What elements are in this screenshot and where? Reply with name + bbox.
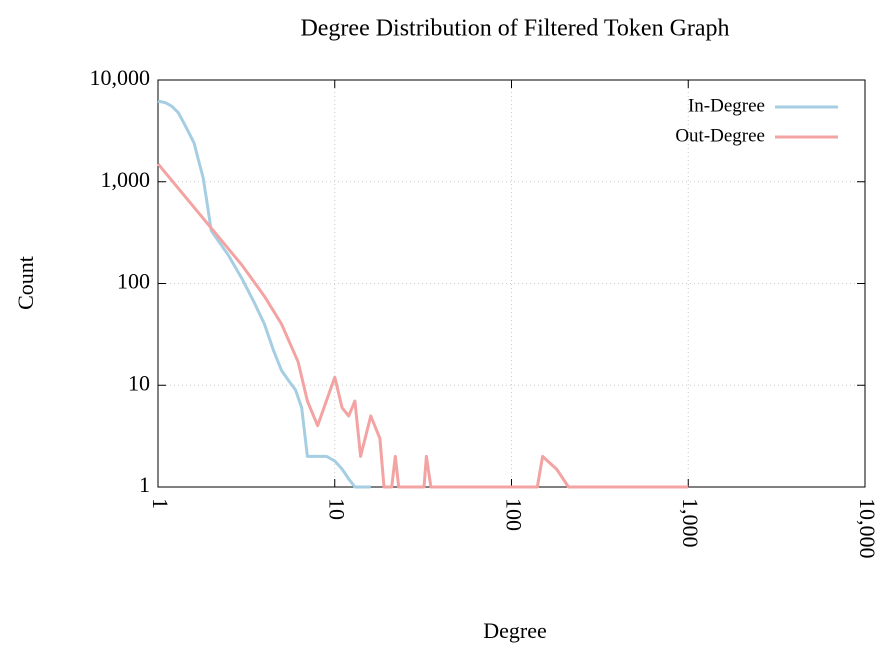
data-line (157, 99, 371, 489)
y-tick-label: 10 (128, 370, 150, 395)
x-tick-label: 1,000 (678, 498, 703, 548)
y-axis-label: Count (13, 256, 38, 310)
legend-label: In-Degree (688, 95, 765, 116)
legend-label: Out-Degree (675, 125, 765, 146)
x-tick-label: 10,000 (855, 498, 880, 559)
data-line (156, 162, 689, 489)
x-axis-label: Degree (483, 618, 547, 643)
y-tick-label: 1 (139, 472, 150, 497)
y-tick-label: 1,000 (101, 167, 151, 192)
x-tick-label: 1 (148, 498, 173, 509)
x-tick-label: 100 (501, 498, 526, 531)
y-tick-label: 10,000 (90, 65, 151, 90)
chart-title: Degree Distribution of Filtered Token Gr… (300, 16, 729, 42)
x-tick-label: 10 (325, 498, 350, 520)
y-tick-label: 100 (117, 269, 150, 294)
